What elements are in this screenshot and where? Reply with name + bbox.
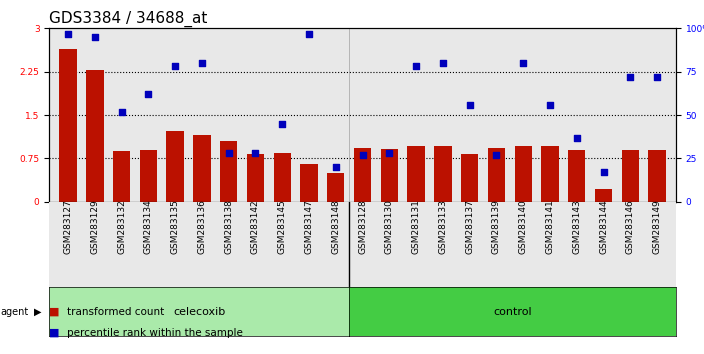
Bar (568, 150, 586, 202)
Point (651, 74, 662, 80)
Bar (595, 189, 612, 202)
Point (410, 64, 422, 69)
Bar (461, 154, 478, 202)
Bar (166, 131, 184, 202)
Bar (113, 151, 130, 202)
Bar (648, 150, 666, 202)
Text: GDS3384 / 34688_at: GDS3384 / 34688_at (49, 11, 208, 27)
Text: percentile rank within the sample: percentile rank within the sample (67, 328, 243, 338)
Text: ■: ■ (49, 307, 60, 316)
Bar (59, 48, 77, 202)
Bar (488, 148, 505, 202)
Bar (515, 146, 532, 202)
Text: celecoxib: celecoxib (173, 307, 225, 316)
Point (63, 31, 74, 36)
Point (544, 102, 555, 108)
Point (357, 152, 368, 158)
Point (223, 150, 234, 156)
Text: ■: ■ (49, 328, 60, 338)
Bar (301, 164, 318, 202)
Bar (139, 150, 157, 202)
Point (116, 109, 127, 114)
Text: transformed count: transformed count (67, 307, 164, 316)
Point (250, 150, 261, 156)
Text: control: control (493, 307, 532, 316)
Bar (247, 154, 264, 202)
Point (196, 60, 208, 66)
Point (330, 164, 341, 170)
Point (464, 102, 475, 108)
Bar (86, 70, 103, 202)
Point (143, 91, 154, 97)
Point (384, 150, 395, 156)
Bar (193, 135, 210, 202)
Bar (381, 149, 398, 202)
Point (437, 60, 448, 66)
Point (170, 64, 181, 69)
Point (598, 170, 609, 175)
Bar (434, 146, 451, 202)
Bar (354, 148, 371, 202)
Point (517, 60, 529, 66)
Bar (622, 150, 639, 202)
Bar (220, 141, 237, 202)
Text: agent: agent (1, 307, 29, 316)
Point (277, 121, 288, 127)
Text: ▶: ▶ (34, 307, 42, 316)
Point (571, 135, 582, 141)
Bar (541, 146, 559, 202)
Bar (327, 173, 344, 202)
Point (491, 152, 502, 158)
Point (303, 31, 315, 36)
Bar (408, 146, 425, 202)
Point (624, 74, 636, 80)
Bar (274, 153, 291, 202)
Point (89, 34, 101, 40)
